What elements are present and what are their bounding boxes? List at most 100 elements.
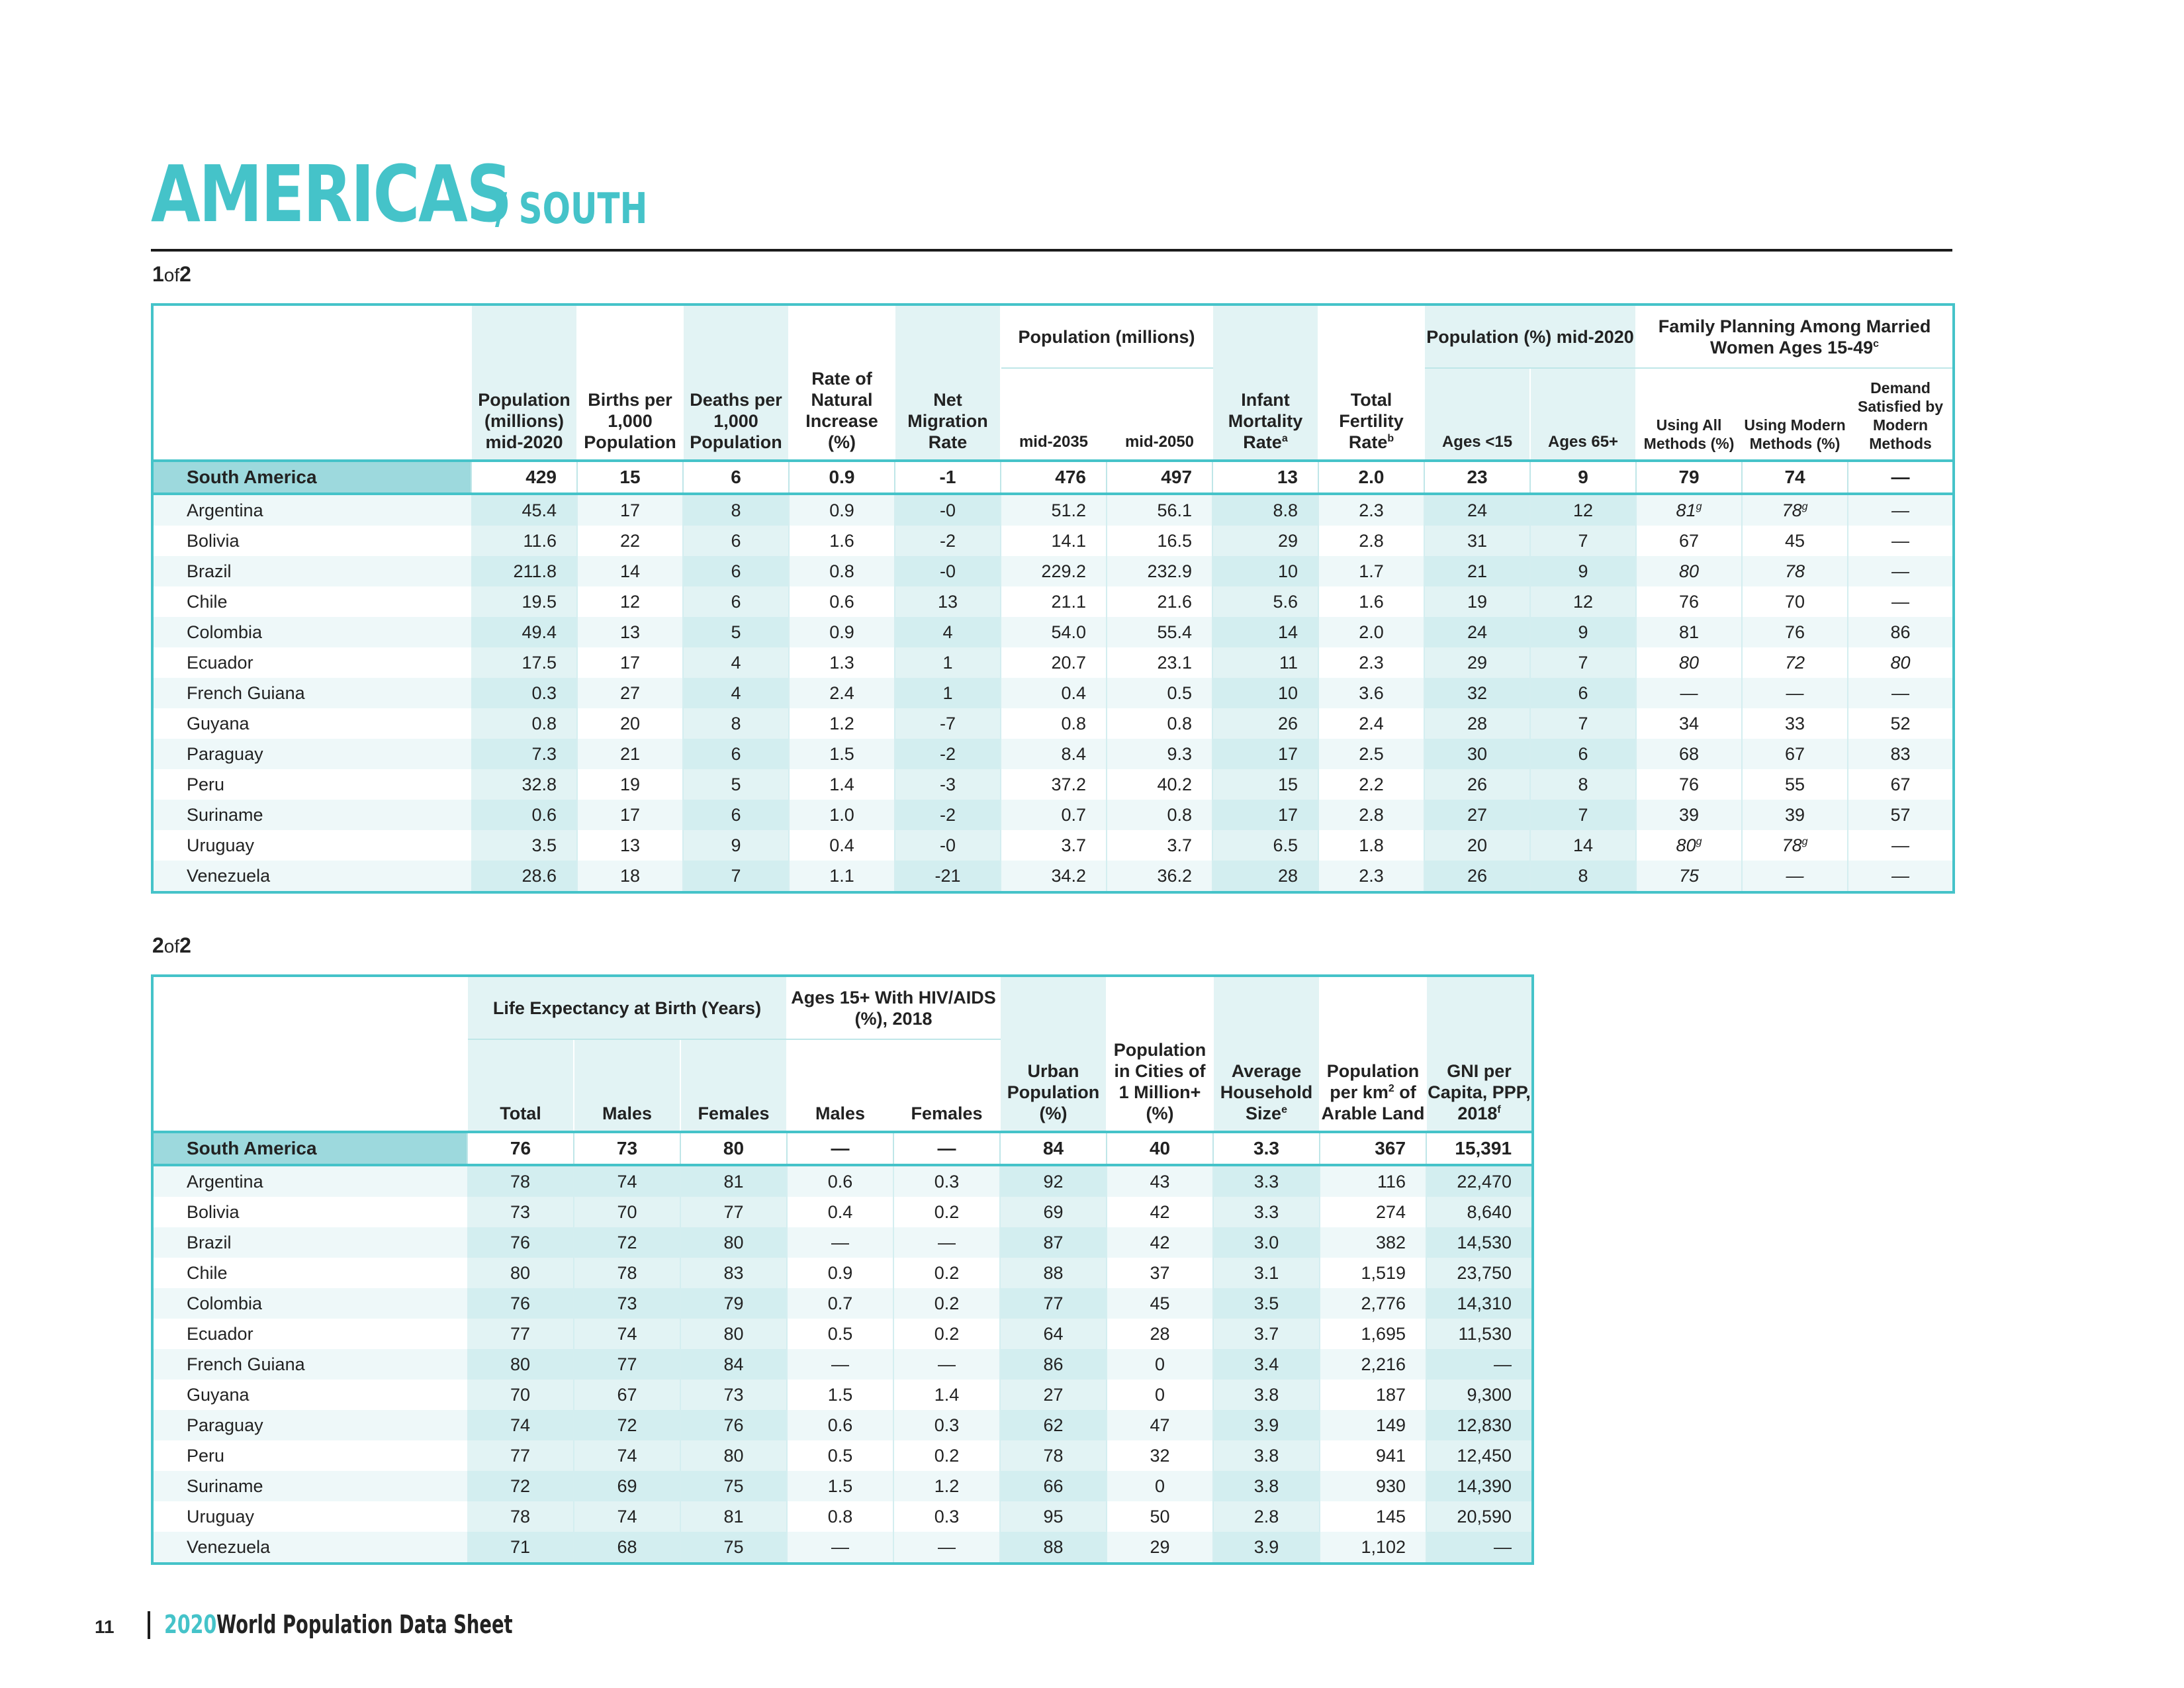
table-cell: 12 xyxy=(1530,586,1637,617)
table-cell: 8 xyxy=(683,494,790,526)
table-cell: 3.3 xyxy=(1213,1165,1321,1197)
table-cell: 6.5 xyxy=(1212,830,1320,861)
part-label-1: 1of2 xyxy=(152,262,191,287)
group-pop-age: Population (%) mid-2020 xyxy=(1424,305,1637,369)
country-name: Ecuador xyxy=(152,1319,467,1349)
table-row: Brazil 76 72 80— —87 42 3.0 382 14,530 xyxy=(152,1227,1534,1258)
table-cell: 8.4 xyxy=(1001,739,1107,769)
table-cell: 57 xyxy=(1848,800,1955,830)
table-cell: 0.9 xyxy=(787,1258,894,1288)
table-cell: 79 xyxy=(1636,459,1743,495)
table-cell: 20.7 xyxy=(1001,647,1107,678)
table-cell: 18 xyxy=(577,861,684,892)
group-hiv: Ages 15+ With HIV/AIDS (%), 2018 xyxy=(787,976,1001,1040)
table-cell: 45.4 xyxy=(471,494,578,526)
table-cell: — xyxy=(893,1131,1001,1166)
table-cell: 31 xyxy=(1424,526,1531,556)
header-nmr: Net Migration Rate xyxy=(895,305,1001,461)
country-name: South America xyxy=(152,1131,468,1166)
table-cell: 24 xyxy=(1424,494,1531,526)
header-mid2050: mid-2050 xyxy=(1105,368,1214,461)
footer-title: World Population Data Sheet xyxy=(216,1610,513,1639)
table-cell: 2.8 xyxy=(1318,526,1426,556)
table-cell: 2.3 xyxy=(1318,861,1426,892)
country-name: Colombia xyxy=(152,1288,467,1319)
table-cell: 0.8 xyxy=(787,1501,894,1532)
table-cell: 32.8 xyxy=(471,769,578,800)
table-cell: 80 xyxy=(1636,556,1743,586)
table-cell: 6 xyxy=(683,556,790,586)
table-cell: 86 xyxy=(1000,1349,1108,1380)
table-cell: 19 xyxy=(1424,586,1531,617)
table-cell: 78 xyxy=(1742,556,1849,586)
table-cell: 32 xyxy=(1107,1440,1214,1471)
table-cell: 6 xyxy=(1530,739,1637,769)
footer-year: 2020 xyxy=(164,1610,217,1639)
table-cell: — xyxy=(1848,526,1955,556)
table-cell: 1.7 xyxy=(1318,556,1426,586)
table-cell: 0.6 xyxy=(787,1165,894,1197)
header-blank xyxy=(152,305,472,461)
table-cell: 0.9 xyxy=(789,459,895,495)
table-cell: 92 xyxy=(1000,1165,1108,1197)
table-cell: 0.5 xyxy=(1107,678,1214,708)
table-cell: 0.5 xyxy=(787,1440,894,1471)
table-cell: 1.4 xyxy=(789,769,895,800)
table-cell: 84 xyxy=(680,1349,788,1380)
title-main: AMERICAS xyxy=(151,148,512,240)
table-cell: 5 xyxy=(683,617,790,647)
header-fp-demand: Demand Satisfied by Modern Methods xyxy=(1847,368,1955,461)
table-cell: 0.6 xyxy=(789,586,895,617)
country-name: Guyana xyxy=(152,1380,467,1410)
table-cell: 27 xyxy=(1424,800,1531,830)
country-name: Paraguay xyxy=(152,739,471,769)
table-cell: 19.5 xyxy=(471,586,578,617)
table-cell: 3.8 xyxy=(1213,1380,1321,1410)
table-cell: 17 xyxy=(577,647,684,678)
table-cell: — xyxy=(1742,678,1849,708)
table-cell: 21.6 xyxy=(1107,586,1214,617)
country-name: Bolivia xyxy=(152,526,471,556)
table-cell: 1.6 xyxy=(1318,586,1426,617)
table-row: French Guiana 80 77 84— —86 0 3.4 2,216— xyxy=(152,1349,1534,1380)
table-row: French Guiana 0.3 27 4 2.4 1 0.4 0.5 10 3.6 32 6— — — xyxy=(152,678,1955,708)
table-cell: 0.9 xyxy=(789,494,895,526)
table-cell: 34.2 xyxy=(1001,861,1107,892)
table-cell: 81 xyxy=(680,1165,788,1197)
table-cell: 66 xyxy=(1000,1471,1108,1501)
table-cell: 0 xyxy=(1107,1349,1214,1380)
country-name: Venezuela xyxy=(152,861,471,892)
table-cell: 2.0 xyxy=(1318,617,1426,647)
table-cell: 497 xyxy=(1107,459,1214,495)
table-cell: — xyxy=(1426,1532,1534,1564)
table-cell: 3.6 xyxy=(1318,678,1426,708)
table-cell: 0.3 xyxy=(471,678,578,708)
table-cell: 55 xyxy=(1742,769,1849,800)
country-name: Ecuador xyxy=(152,647,471,678)
table-cell: 83 xyxy=(1848,739,1955,769)
table-cell: 0.7 xyxy=(787,1288,894,1319)
table-cell: 19 xyxy=(577,769,684,800)
table-cell: 80 xyxy=(680,1440,788,1471)
table-row: Bolivia 73 70 77 0.4 0.2 69 42 3.3 274 8,640 xyxy=(152,1197,1534,1227)
table-cell: 3.5 xyxy=(1213,1288,1321,1319)
header-fp-modern: Using Modern Methods (%) xyxy=(1741,368,1849,461)
table-cell: 55.4 xyxy=(1107,617,1214,647)
table-cell: 429 xyxy=(471,459,578,495)
table-cell: 52 xyxy=(1848,708,1955,739)
table-cell: — xyxy=(1848,494,1955,526)
table-cell: -7 xyxy=(895,708,1001,739)
table-cell: 382 xyxy=(1320,1227,1428,1258)
table-cell: 78 xyxy=(574,1258,681,1288)
header-pop2020: Population (millions) mid-2020 xyxy=(471,305,578,461)
table-cell: 24 xyxy=(1424,617,1531,647)
table-cell: 13 xyxy=(577,830,684,861)
table-cell: 3.7 xyxy=(1107,830,1214,861)
header-fp-all: Using All Methods (%) xyxy=(1636,368,1743,461)
table-cell: 3.3 xyxy=(1213,1197,1321,1227)
table-cell: 21 xyxy=(577,739,684,769)
table-cell: 8 xyxy=(683,708,790,739)
table-cell: 75 xyxy=(1636,861,1743,892)
table-cell: 0.4 xyxy=(789,830,895,861)
table-cell: 88 xyxy=(1000,1532,1108,1564)
